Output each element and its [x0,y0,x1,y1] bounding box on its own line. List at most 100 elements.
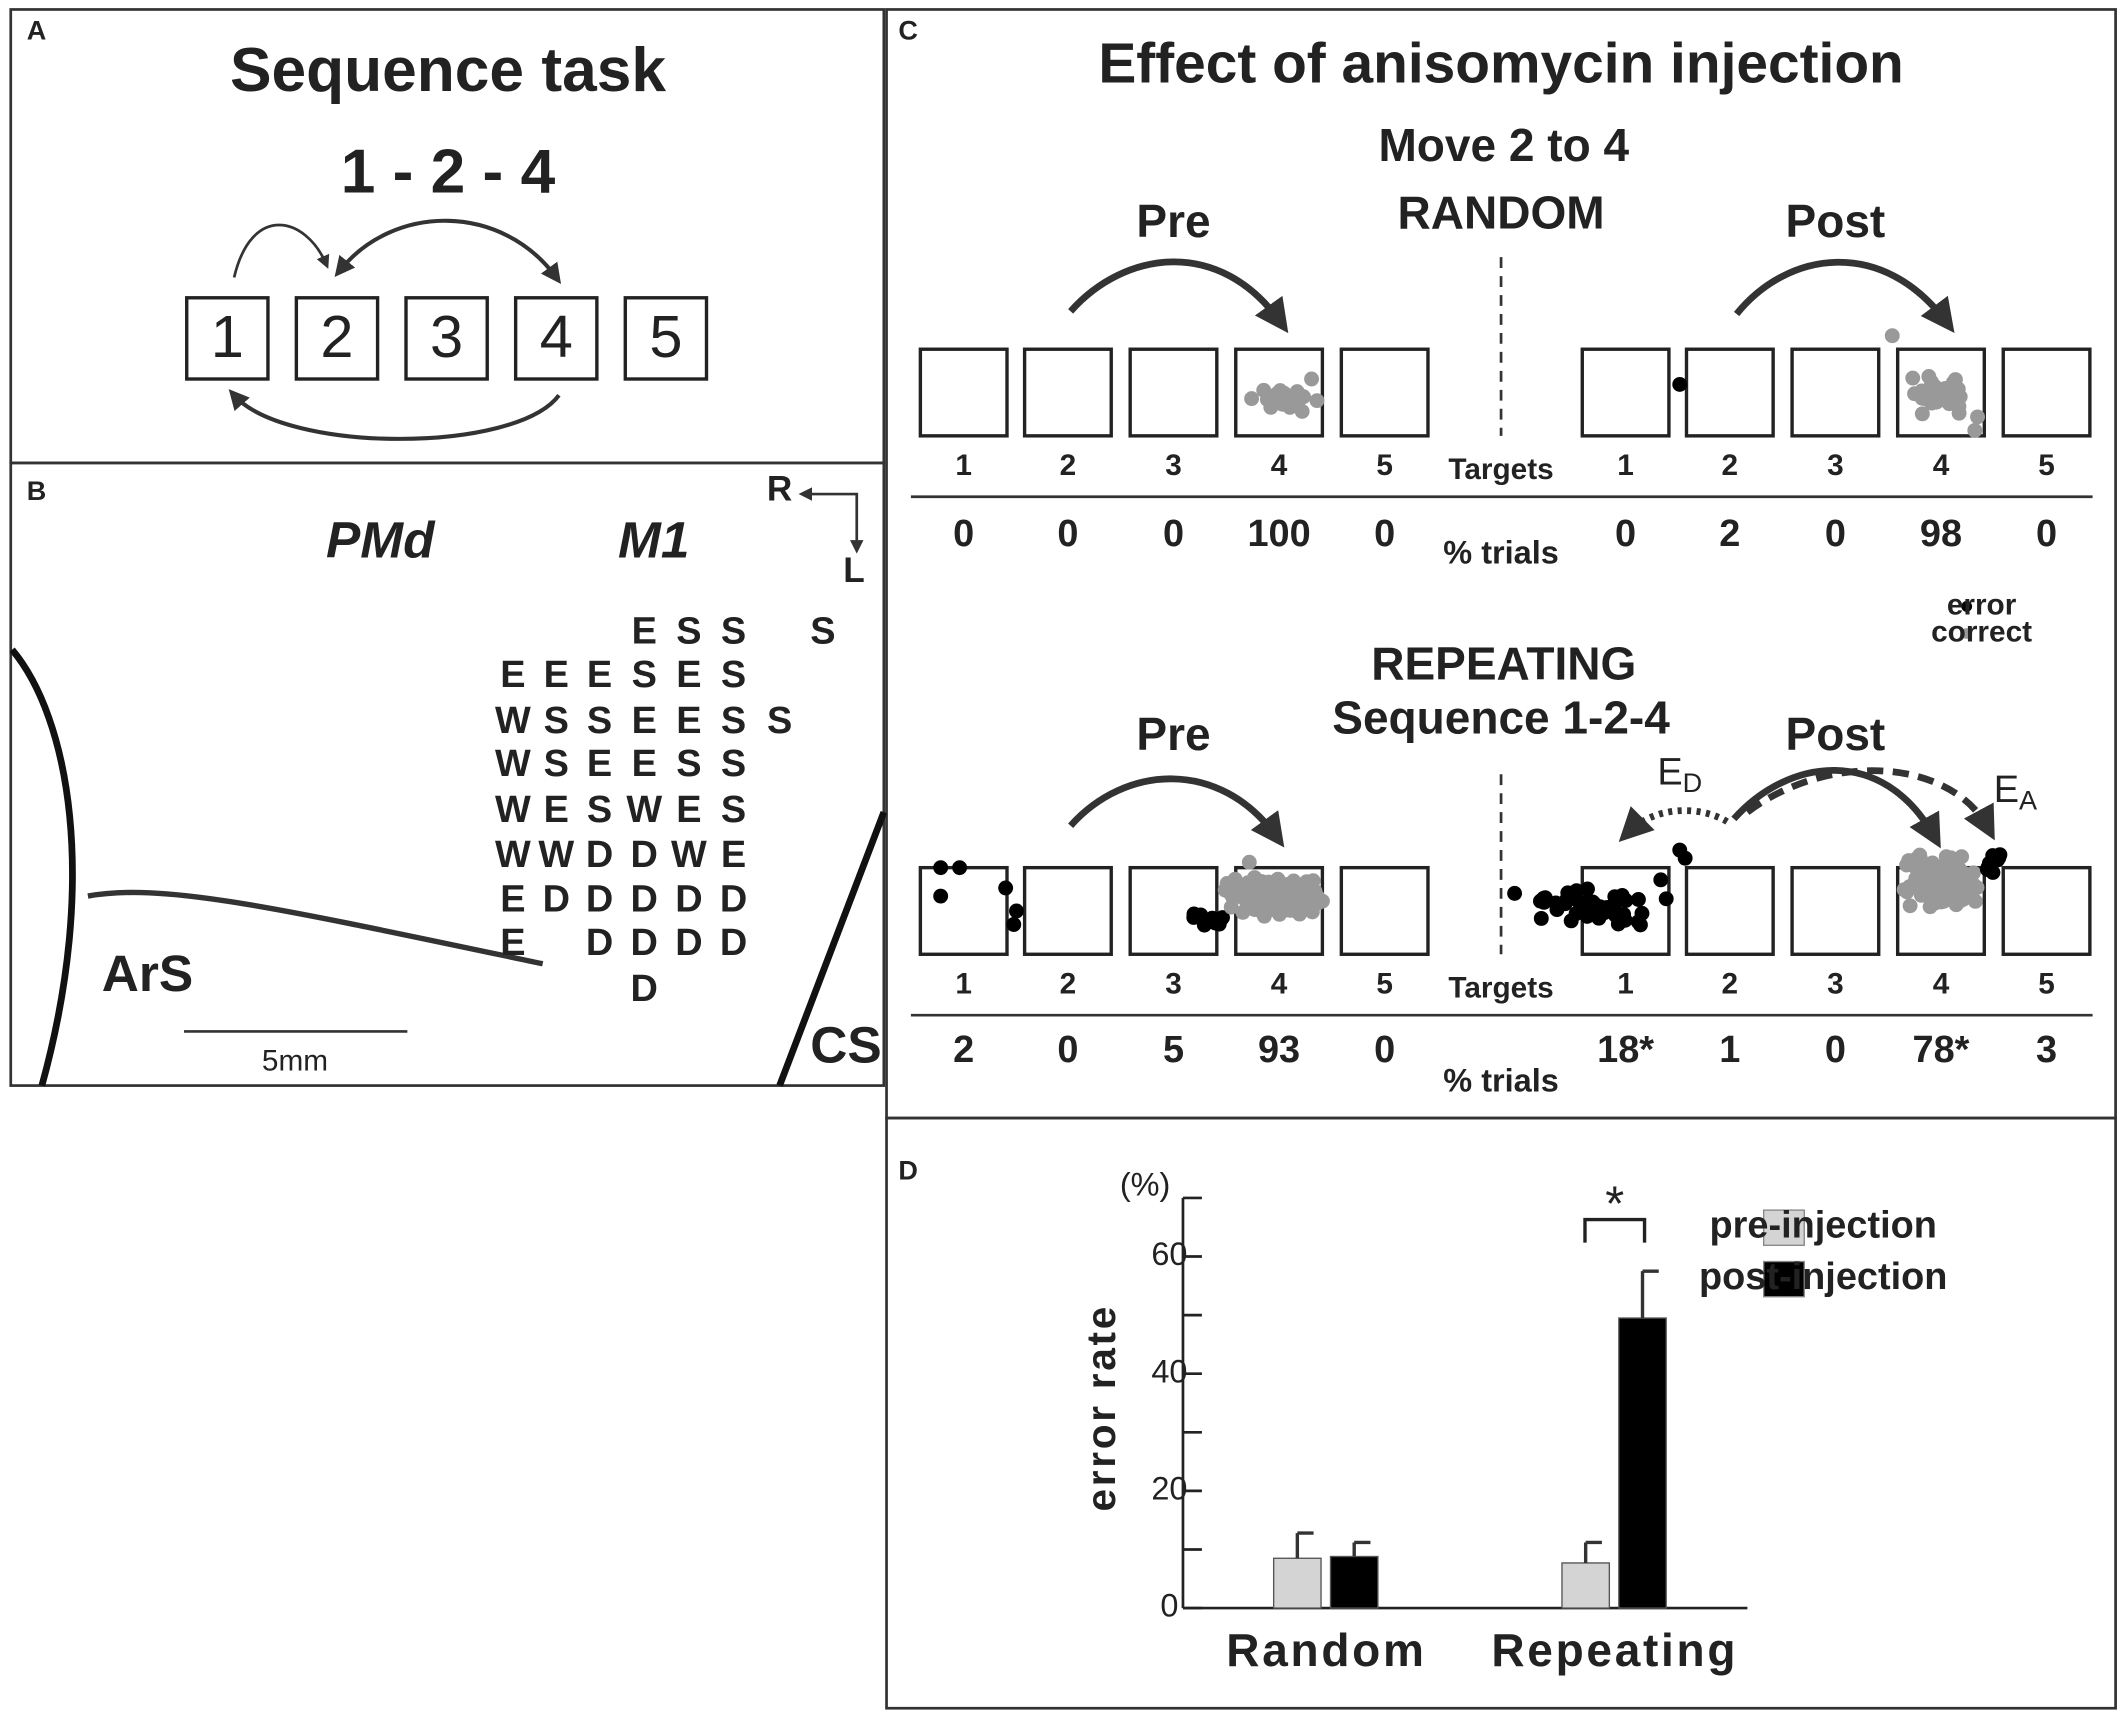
percent-value: 100 [1247,513,1310,555]
target-number: 4 [540,303,573,370]
y-tick-label: 0 [1160,1588,1178,1624]
site-letter: S [676,610,701,652]
target-box [404,296,489,381]
x-tick-label: Random [1226,1624,1426,1676]
legend-swatch [1762,1209,1805,1246]
trial-dot [1569,883,1584,899]
trial-dot [1533,910,1549,926]
trial-dot [1914,406,1930,422]
trial-dot [1309,393,1325,409]
trial-dot [1632,917,1648,933]
trial-dot [933,888,949,904]
panel-label: B [27,475,47,506]
y-unit: (%) [1120,1167,1171,1203]
percent-value: 0 [1163,513,1184,555]
target-number: 2 [1060,967,1077,1000]
x-tick-label: Repeating [1491,1624,1738,1676]
site-letter: E [500,922,525,964]
section-heading: RANDOM [1398,187,1605,239]
site-letter: D [543,879,570,921]
site-letter: S [587,789,612,831]
trial-dot [1912,847,1928,863]
site-letter: D [586,922,613,964]
sulci-lines [9,647,887,1087]
error-type-label: ED [1657,751,1702,798]
site-letter: S [721,743,746,785]
site-letter: S [721,789,746,831]
trial-dot [1970,409,1985,425]
sequence-arrows [228,218,562,441]
trial-dot [1258,902,1274,917]
target-box [1339,865,1430,956]
site-letter: W [495,789,531,831]
y-tick-label: 20 [1151,1470,1187,1506]
trial-dot [1966,865,1981,881]
target-number: 1 [211,303,244,370]
trial-dot [1251,875,1266,891]
trial-dot [1009,903,1024,919]
trial-dot [1932,883,1948,899]
move-arrows [1068,258,1995,849]
site-letter: D [720,879,747,921]
targets-label: Targets [1448,453,1553,486]
legend-label: post-injection [1699,1256,1947,1298]
target-number: 3 [1165,449,1182,482]
target-number: 4 [1271,449,1288,482]
error-type-main: E [1994,769,2019,811]
site-letter: W [495,700,531,742]
site-letter: S [544,743,569,785]
target-box [2001,347,2092,438]
trial-dot [1535,891,1551,906]
site-letter: D [675,879,702,921]
site-letter: S [721,610,746,652]
phase-label: Pre [1136,195,1210,247]
trial-dot [1930,389,1946,405]
site-letter: D [631,834,658,876]
percent-label: % trials [1443,1062,1559,1098]
error-bar [1295,1531,1314,1559]
target-box [513,296,599,381]
trial-dot [1214,911,1229,927]
trial-dot [1992,847,2008,863]
site-letter: E [587,743,612,785]
site-letter: D [586,834,613,876]
trial-dot [1241,854,1257,870]
target-number: 3 [430,303,463,370]
percent-value: 0 [1374,1029,1395,1071]
site-letter: E [676,654,701,696]
y-tick-label: 60 [1151,1236,1187,1272]
target-number: 1 [955,967,972,1000]
trial-dot [1902,898,1918,914]
site-letter: W [538,834,574,876]
trial-dot [1921,369,1937,384]
target-number: 5 [1376,967,1393,1000]
compass-label: L [843,551,865,590]
area-label: M1 [618,511,689,569]
percent-label: % trials [1443,535,1559,571]
phase-label: Pre [1136,708,1210,760]
site-letter: S [587,700,612,742]
target-box [1684,865,1775,956]
target-number: 5 [1376,449,1393,482]
target-number: 3 [1827,449,1844,482]
trial-dot [1905,370,1921,386]
target-number: 5 [649,303,682,370]
target-number: 5 [2038,449,2055,482]
trial-dot [933,860,949,876]
trial-dot [1630,892,1646,907]
target-number: 2 [1722,967,1739,1000]
percent-value: 5 [1163,1029,1184,1071]
legend-label: correct [1931,615,2032,648]
site-letter: S [632,654,657,696]
site-letter: E [632,610,657,652]
trial-dot [1658,891,1674,907]
trial-dot [1607,907,1623,923]
panel-label: D [898,1154,918,1185]
panel-label: A [27,15,47,46]
trial-dot [1294,403,1310,419]
target-box [918,865,1009,956]
site-letter: E [632,700,657,742]
trial-dot [1981,862,1997,878]
panel-label: C [898,15,918,46]
